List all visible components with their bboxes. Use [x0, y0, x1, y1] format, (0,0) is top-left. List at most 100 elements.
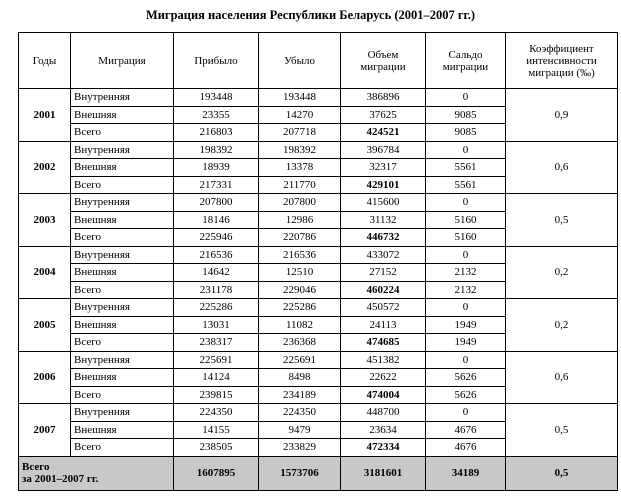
value-cell: 4676 [425, 420, 506, 439]
total-value: 1607895 [173, 455, 259, 491]
value-cell: 0 [425, 403, 506, 422]
total-label: Всего за 2001–2007 гг. [18, 455, 174, 491]
migration-type: Внутренняя [70, 140, 174, 159]
data-row: 2005 Внутренняя 225286 225286 450572 0 0,2 [18, 298, 618, 352]
value-cell: 23634 [340, 420, 426, 439]
header-cell: Прибыло [173, 32, 259, 89]
data-row: Внешняя 14155 9479 23634 4676 [19, 420, 618, 439]
value-cell: 234189 [258, 385, 341, 404]
header-cell: Объем миграции [340, 32, 426, 89]
value-cell: 446732 [340, 228, 426, 247]
value-cell: 225691 [173, 350, 259, 369]
migration-type: Внешняя [70, 210, 174, 229]
total-value: 1573706 [258, 455, 341, 491]
data-row: 2003 Внутренняя 207800 207800 415600 0 0,5 [18, 193, 618, 247]
migration-type: Внутренняя [70, 403, 174, 422]
value-cell: 32317 [340, 158, 426, 177]
value-cell: 23355 [173, 105, 259, 124]
value-cell: 460224 [340, 280, 426, 299]
value-cell: 14642 [173, 263, 259, 282]
table-body: 2001 Внутренняя 193448 193448 386896 0 0,9 Внеш… [18, 88, 618, 457]
value-cell: 224350 [258, 403, 341, 422]
coefficient-cell: 0,2 [505, 298, 618, 352]
migration-type: Всего [70, 123, 174, 142]
value-cell: 5561 [425, 175, 506, 194]
value-cell: 0 [425, 245, 506, 264]
value-cell: 14124 [173, 368, 259, 387]
coefficient-cell: 0,6 [505, 350, 618, 404]
migration-type: Внешняя [70, 420, 174, 439]
value-cell: 225946 [173, 228, 259, 247]
coefficient-cell: 0,9 [505, 88, 618, 142]
value-cell: 424521 [340, 123, 426, 142]
value-cell: 5626 [425, 368, 506, 387]
migration-type: Внешняя [70, 263, 174, 282]
value-cell: 22622 [340, 368, 426, 387]
value-cell: 5561 [425, 158, 506, 177]
year-cell: 2005 [18, 298, 71, 352]
value-cell: 4676 [425, 438, 506, 457]
value-cell: 217331 [173, 175, 259, 194]
migration-type: Всего [70, 385, 174, 404]
value-cell: 225286 [173, 298, 259, 317]
table-header: Годы Миграция Прибыло Убыло Объем миграции Са… [18, 32, 618, 89]
value-cell: 216536 [258, 245, 341, 264]
value-cell: 198392 [173, 140, 259, 159]
data-row: Всего 238317 236368 474685 1949 [19, 333, 618, 352]
data-row: Внешняя 18146 12986 31132 5160 [19, 210, 618, 229]
value-cell: 1949 [425, 315, 506, 334]
header-cell: Миграция [70, 32, 174, 89]
value-cell: 27152 [340, 263, 426, 282]
value-cell: 8498 [258, 368, 341, 387]
data-row: Внешняя 23355 14270 37625 9085 [19, 105, 618, 124]
migration-type: Всего [70, 438, 174, 457]
coefficient-cell: 0,2 [505, 245, 618, 299]
value-cell: 224350 [173, 403, 259, 422]
value-cell: 474685 [340, 333, 426, 352]
value-cell: 9085 [425, 123, 506, 142]
value-cell: 207800 [173, 193, 259, 212]
value-cell: 14270 [258, 105, 341, 124]
value-cell: 396784 [340, 140, 426, 159]
value-cell: 11082 [258, 315, 341, 334]
total-row: Всего за 2001–2007 гг. 1607895 1573706 31816… [18, 455, 618, 491]
header-cell: Годы [18, 32, 71, 89]
year-cell: 2004 [18, 245, 71, 299]
total-label-line: Всего [22, 461, 50, 473]
value-cell: 2132 [425, 263, 506, 282]
value-cell: 193448 [173, 88, 259, 107]
value-cell: 9479 [258, 420, 341, 439]
migration-type: Всего [70, 280, 174, 299]
value-cell: 429101 [340, 175, 426, 194]
migration-type: Внутренняя [70, 245, 174, 264]
value-cell: 211770 [258, 175, 341, 194]
header-cell: Коэффициент интенсивности миграции (‰) [505, 32, 618, 89]
value-cell: 5160 [425, 210, 506, 229]
value-cell: 450572 [340, 298, 426, 317]
coefficient-cell: 0,6 [505, 140, 618, 194]
migration-type: Внутренняя [70, 193, 174, 212]
value-cell: 448700 [340, 403, 426, 422]
data-row: Всего 238505 233829 472334 4676 [19, 438, 618, 457]
migration-type: Внутренняя [70, 88, 174, 107]
value-cell: 0 [425, 140, 506, 159]
value-cell: 225286 [258, 298, 341, 317]
value-cell: 433072 [340, 245, 426, 264]
year-cell: 2001 [18, 88, 71, 142]
migration-type: Внешняя [70, 368, 174, 387]
value-cell: 0 [425, 298, 506, 317]
value-cell: 2132 [425, 280, 506, 299]
data-row: 2001 Внутренняя 193448 193448 386896 0 0,9 [18, 88, 618, 142]
value-cell: 18939 [173, 158, 259, 177]
value-cell: 238505 [173, 438, 259, 457]
value-cell: 1949 [425, 333, 506, 352]
value-cell: 0 [425, 88, 506, 107]
value-cell: 474004 [340, 385, 426, 404]
year-cell: 2006 [18, 350, 71, 404]
value-cell: 5160 [425, 228, 506, 247]
data-row: Всего 217331 211770 429101 5561 [19, 175, 618, 194]
migration-type: Всего [70, 333, 174, 352]
value-cell: 207800 [258, 193, 341, 212]
value-cell: 216536 [173, 245, 259, 264]
